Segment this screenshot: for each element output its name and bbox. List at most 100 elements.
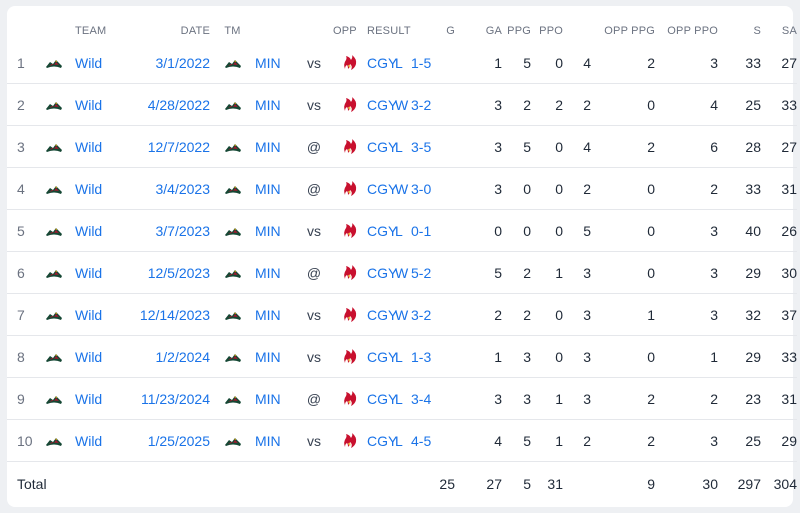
opp-link[interactable]: CGY <box>367 251 397 294</box>
table-row: 2 Wild 4/28/2022 MIN vs CGY W <box>7 83 797 126</box>
row-ppo: 3 <box>563 335 591 378</box>
result-wl[interactable]: L <box>395 209 411 252</box>
header-ga[interactable]: GA <box>485 25 502 37</box>
team-link[interactable]: Wild <box>75 54 103 71</box>
tm-link[interactable]: MIN <box>255 377 295 420</box>
date-link[interactable]: 12/14/2023 <box>125 293 210 336</box>
result-wl[interactable]: L <box>395 419 411 462</box>
result-score[interactable]: 1-3 <box>411 335 455 378</box>
result-wl[interactable]: W <box>395 251 411 294</box>
header-opp-ppg[interactable]: OPP PPG <box>604 25 655 37</box>
opp-link[interactable]: CGY <box>367 167 397 210</box>
row-rank: 4 <box>7 167 33 210</box>
opp-link[interactable]: CGY <box>367 419 397 462</box>
date-link[interactable]: 12/5/2023 <box>125 251 210 294</box>
header-team[interactable]: TEAM <box>75 25 107 37</box>
row-rank: 8 <box>7 335 33 378</box>
result-score[interactable]: 3-2 <box>411 83 455 126</box>
result-score[interactable]: 3-0 <box>411 167 455 210</box>
opp-link[interactable]: CGY <box>367 125 397 168</box>
header-g[interactable]: G <box>446 25 455 37</box>
row-opp-ppg: 0 <box>591 167 655 210</box>
date-link[interactable]: 1/25/2025 <box>125 419 210 462</box>
header-ppo[interactable]: PPO <box>539 25 563 37</box>
opp-link[interactable]: CGY <box>367 83 397 126</box>
date-link[interactable]: 3/4/2023 <box>125 167 210 210</box>
tm-link[interactable]: MIN <box>255 335 295 378</box>
row-ppg: 0 <box>531 167 563 210</box>
result-wl[interactable]: W <box>395 293 411 336</box>
result-score[interactable]: 3-2 <box>411 293 455 336</box>
team-link[interactable]: Wild <box>75 167 125 210</box>
opp-link[interactable]: CGY <box>367 209 397 252</box>
header-tm[interactable]: TM <box>224 25 241 37</box>
venue-indicator: @ <box>295 167 333 210</box>
team-link[interactable]: Wild <box>75 377 125 420</box>
tm-link[interactable]: MIN <box>255 125 295 168</box>
team-link[interactable]: Wild <box>75 125 125 168</box>
row-ga: 2 <box>502 251 531 294</box>
result-score[interactable]: 1-5 <box>411 54 432 71</box>
team-link[interactable]: Wild <box>75 335 125 378</box>
result-wl[interactable]: L <box>395 54 403 71</box>
row-opp-ppg: 2 <box>591 125 655 168</box>
totals-opp-ppo: 30 <box>655 461 718 506</box>
team-link[interactable]: Wild <box>75 209 125 252</box>
opp-link[interactable]: CGY <box>367 377 397 420</box>
header-date[interactable]: DATE <box>180 25 210 37</box>
header-result[interactable]: RESULT <box>367 25 411 37</box>
team-link[interactable]: Wild <box>75 293 125 336</box>
row-s: 32 <box>718 293 761 336</box>
result-wl[interactable]: L <box>395 125 411 168</box>
minnesota-wild-logo-icon <box>46 395 62 404</box>
minnesota-wild-logo-icon <box>224 185 241 194</box>
calgary-flames-logo-icon <box>344 265 357 281</box>
opp-link[interactable]: CGY <box>367 335 397 378</box>
result-score[interactable]: 3-5 <box>411 125 455 168</box>
date-link[interactable]: 4/28/2022 <box>125 83 210 126</box>
date-link[interactable]: 1/2/2024 <box>125 335 210 378</box>
tm-link[interactable]: MIN <box>255 54 281 71</box>
tm-link[interactable]: MIN <box>255 209 295 252</box>
venue-indicator: vs <box>295 335 333 378</box>
result-wl[interactable]: W <box>395 167 411 210</box>
tm-link[interactable]: MIN <box>255 293 295 336</box>
tm-link[interactable]: MIN <box>255 83 295 126</box>
team-link[interactable]: Wild <box>75 419 125 462</box>
tm-link[interactable]: MIN <box>255 419 295 462</box>
result-score[interactable]: 3-4 <box>411 377 455 420</box>
table-row: 6 Wild 12/5/2023 MIN @ CGY W <box>7 251 797 294</box>
header-rank <box>7 20 33 42</box>
header-opp-ppo[interactable]: OPP PPO <box>667 25 718 37</box>
row-ga: 2 <box>502 83 531 126</box>
date-link[interactable]: 12/7/2022 <box>125 125 210 168</box>
tm-link[interactable]: MIN <box>255 167 295 210</box>
date-link[interactable]: 11/23/2024 <box>125 377 210 420</box>
team-link[interactable]: Wild <box>75 251 125 294</box>
date-link[interactable]: 3/1/2022 <box>155 54 211 71</box>
minnesota-wild-logo-icon <box>46 227 62 236</box>
result-wl[interactable]: L <box>395 335 411 378</box>
header-ppg[interactable]: PPG <box>507 25 531 37</box>
opp-link[interactable]: CGY <box>367 293 397 336</box>
row-ppg: 2 <box>531 83 563 126</box>
result-score[interactable]: 0-1 <box>411 209 455 252</box>
row-rank: 7 <box>7 293 33 336</box>
row-sa: 27 <box>761 125 797 168</box>
result-score[interactable]: 4-5 <box>411 419 455 462</box>
header-sa[interactable]: SA <box>781 25 797 37</box>
result-wl[interactable]: W <box>395 83 411 126</box>
result-score[interactable]: 5-2 <box>411 251 455 294</box>
header-opp[interactable]: OPP <box>333 25 357 37</box>
header-s[interactable]: S <box>753 25 761 37</box>
row-g: 1 <box>455 335 502 378</box>
row-s: 40 <box>718 209 761 252</box>
team-link[interactable]: Wild <box>75 83 125 126</box>
minnesota-wild-logo-icon <box>46 437 62 446</box>
row-ppg: 1 <box>531 419 563 462</box>
date-link[interactable]: 3/7/2023 <box>125 209 210 252</box>
row-opp-ppo: 3 <box>655 419 718 462</box>
result-wl[interactable]: L <box>395 377 411 420</box>
opp-link[interactable]: CGY <box>367 54 398 71</box>
tm-link[interactable]: MIN <box>255 251 295 294</box>
